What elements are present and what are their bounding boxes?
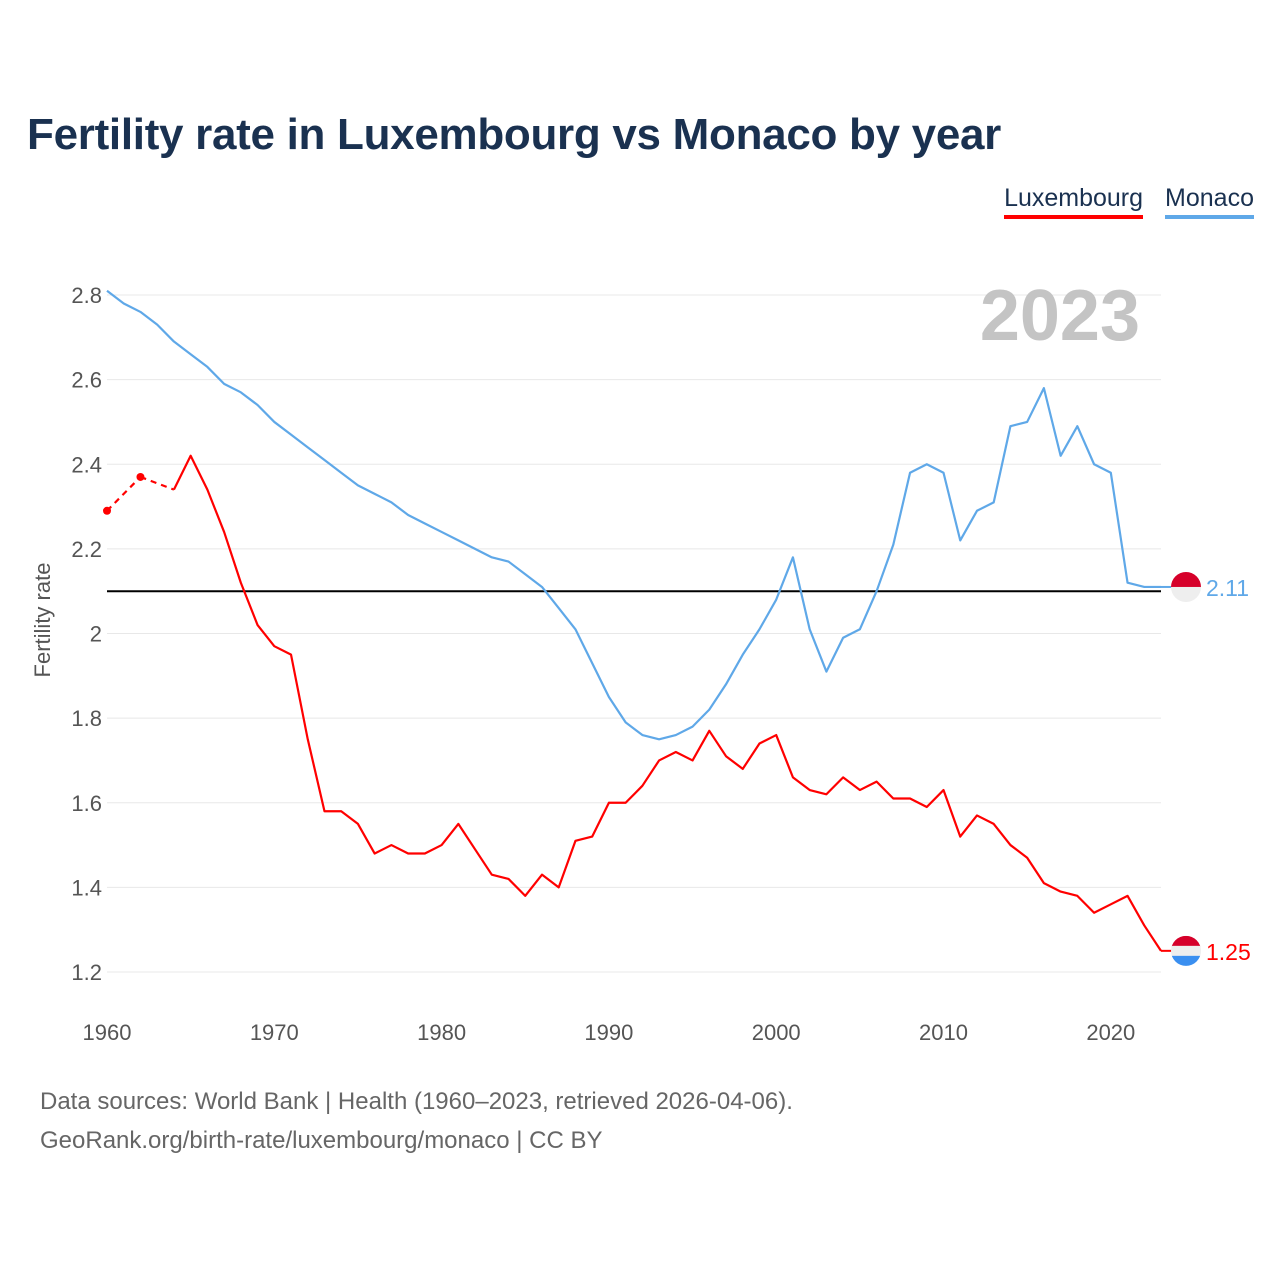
year-watermark: 2023 — [980, 276, 1140, 356]
footer-source: Data sources: World Bank | Health (1960–… — [40, 1088, 793, 1115]
legend-monaco[interactable]: Monaco — [1165, 184, 1254, 219]
x-tick-label: 2010 — [919, 1020, 968, 1045]
flag-band — [1171, 935, 1201, 947]
flag-band — [1171, 955, 1201, 966]
series-gap-line — [106, 476, 142, 512]
flag-band — [1171, 945, 1201, 957]
x-tick-label: 1970 — [250, 1020, 299, 1045]
y-tick-label: 2.8 — [71, 283, 102, 308]
chart-title: Fertility rate in Luxembourg vs Monaco b… — [27, 110, 1002, 159]
flag-band — [1171, 586, 1201, 602]
y-axis-label: Fertility rate — [30, 563, 55, 678]
y-tick-label: 1.6 — [71, 791, 102, 816]
series-line-luxembourg — [172, 454, 1162, 952]
x-tick-label: 2020 — [1086, 1020, 1135, 1045]
y-tick-label: 1.8 — [71, 706, 102, 731]
y-tick-label: 1.4 — [71, 875, 102, 900]
y-tick-label: 2.2 — [71, 537, 102, 562]
y-tick-label: 1.2 — [71, 960, 102, 985]
end-value-label: 1.25 — [1206, 939, 1251, 965]
end-value-label: 2.11 — [1206, 575, 1249, 601]
series-gap-line — [140, 475, 175, 491]
y-tick-label: 2.4 — [71, 452, 102, 477]
legend: Luxembourg Monaco — [1004, 184, 1254, 219]
flag-band — [1171, 571, 1201, 588]
y-tick-label: 2.6 — [71, 368, 102, 393]
luxembourg-flag-icon — [1171, 935, 1201, 966]
x-tick-label: 1980 — [417, 1020, 466, 1045]
x-tick-label: 2000 — [752, 1020, 801, 1045]
x-tick-label: 1990 — [584, 1020, 633, 1045]
legend-luxembourg[interactable]: Luxembourg — [1004, 184, 1144, 219]
monaco-flag-icon — [1171, 571, 1201, 602]
series-line-monaco — [106, 289, 1161, 741]
footer-link[interactable]: GeoRank.org/birth-rate/luxembourg/monaco… — [40, 1127, 603, 1154]
x-tick-label: 1960 — [83, 1020, 132, 1045]
data-point — [136, 472, 145, 481]
data-point — [103, 506, 111, 515]
y-tick-label: 2 — [90, 622, 102, 647]
